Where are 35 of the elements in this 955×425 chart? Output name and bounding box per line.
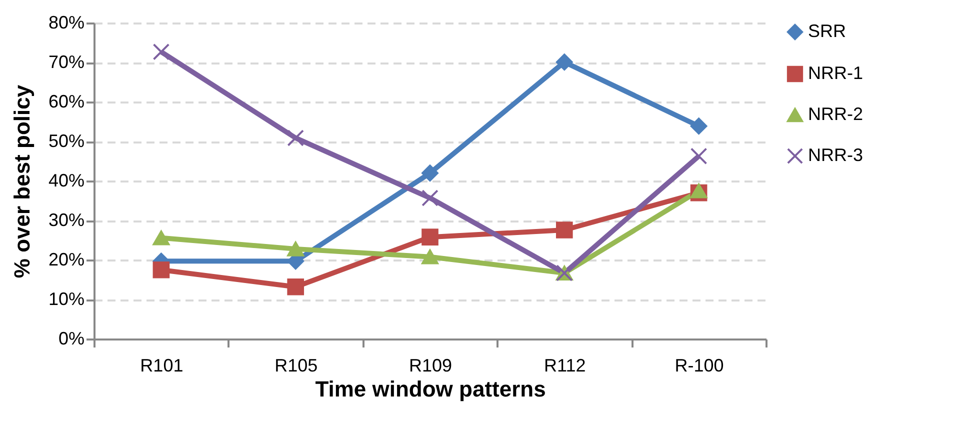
point [556, 54, 573, 71]
legend-label: NRR-2 [808, 104, 864, 124]
legend-label: NRR-3 [808, 145, 864, 165]
point [422, 249, 438, 264]
x-tick-label: R109 [408, 356, 452, 376]
point [690, 148, 708, 165]
point [287, 278, 304, 296]
point [690, 183, 708, 198]
x-tick-label: R-100 [674, 356, 724, 376]
point [152, 230, 170, 246]
point [152, 261, 170, 278]
y-tick-label: 60% [48, 92, 84, 112]
point [556, 222, 573, 238]
x-tick-label: R101 [140, 356, 184, 376]
point [422, 228, 438, 246]
x-tick-label: R105 [274, 356, 318, 376]
y-tick-label: 70% [48, 52, 84, 72]
y-tick-label: 20% [48, 250, 84, 270]
point [152, 43, 170, 60]
y-tick-label: 30% [48, 210, 84, 230]
x-tick-label: R112 [544, 356, 586, 376]
point [690, 118, 708, 135]
x-axis-title: Time window patterns [315, 376, 546, 402]
y-axis-title: % over best policy [9, 84, 34, 278]
y-tick-label: 40% [48, 170, 84, 190]
legend-label: NRR-1 [808, 63, 864, 83]
point [287, 242, 304, 256]
y-tick-label: 0% [58, 328, 84, 348]
y-tick-label: 80% [48, 12, 84, 32]
y-tick-label: 10% [48, 289, 84, 309]
point [422, 190, 438, 206]
point [422, 164, 438, 182]
y-tick-label: 50% [48, 131, 84, 151]
point [287, 130, 304, 146]
legend-label: SRR [808, 21, 846, 41]
